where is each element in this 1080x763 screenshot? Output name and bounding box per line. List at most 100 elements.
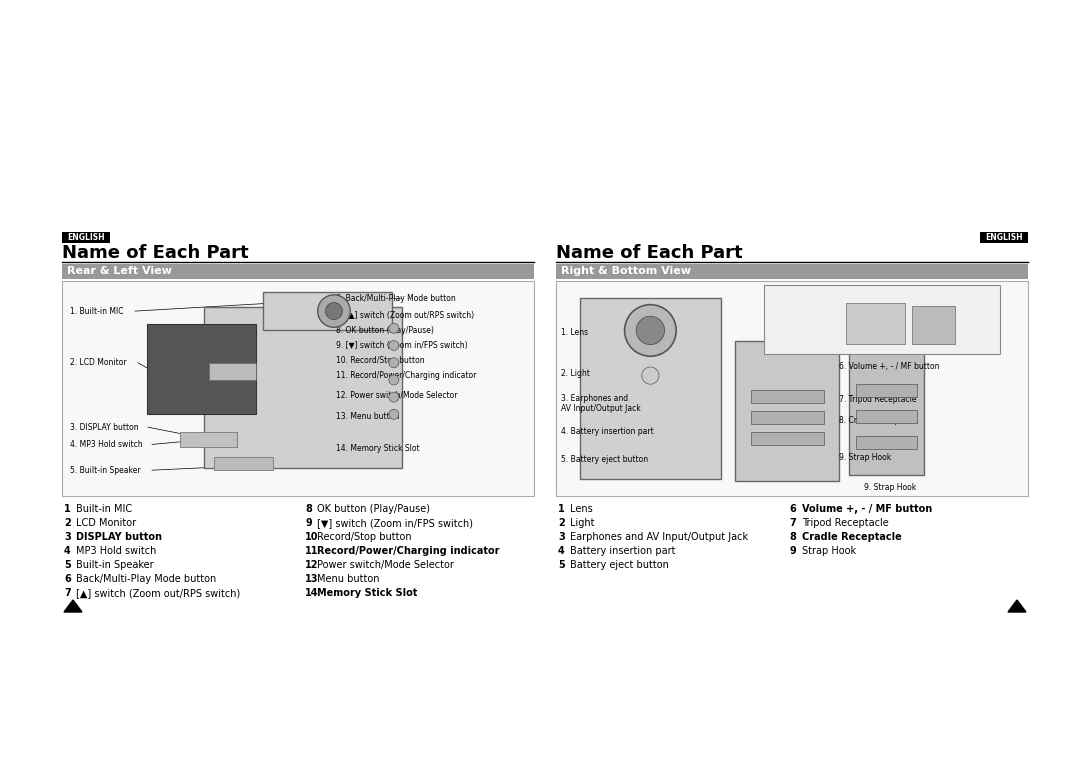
Text: Memory Stick Slot: Memory Stick Slot [318,588,417,598]
Text: 11: 11 [305,546,319,556]
Text: 5. Built-in Speaker: 5. Built-in Speaker [70,465,140,475]
Bar [204,307,402,468]
Text: 3. DISPLAY button: 3. DISPLAY button [70,423,138,432]
Circle shape [389,392,399,402]
Text: Volume +, - / MF button: Volume +, - / MF button [801,504,932,514]
Bar [580,298,721,479]
Bar [847,302,905,344]
Text: 4: 4 [64,546,71,556]
Text: 8: 8 [789,532,796,542]
Text: 1: 1 [558,504,565,514]
Bar [62,281,534,496]
Text: DISPLAY button: DISPLAY button [76,532,162,542]
Text: 11. Record/Power/Charging indicator: 11. Record/Power/Charging indicator [336,371,476,380]
Text: 12: 12 [305,560,319,570]
Text: 3: 3 [64,532,71,542]
Text: 1: 1 [64,504,71,514]
Bar [913,306,955,344]
Text: 7. Tripod Receptacle: 7. Tripod Receptacle [839,394,917,404]
Bar [62,264,534,279]
Text: 10. Record/Stop button: 10. Record/Stop button [336,356,424,365]
Text: Battery insertion part: Battery insertion part [570,546,675,556]
Text: Lens: Lens [570,504,593,514]
Text: Built-in Speaker: Built-in Speaker [76,560,153,570]
Text: 5. Battery eject button: 5. Battery eject button [561,455,648,464]
Text: Record/Power/Charging indicator: Record/Power/Charging indicator [318,546,499,556]
Text: 6: 6 [789,504,796,514]
Text: 9: 9 [305,518,312,528]
Text: ENGLISH: ENGLISH [67,233,105,242]
Circle shape [389,324,399,333]
Text: 8: 8 [305,504,312,514]
Text: 13. Menu button: 13. Menu button [336,412,399,421]
Bar [856,410,917,423]
Text: OK button (Play/Pause): OK button (Play/Pause) [318,504,430,514]
Bar [764,285,1000,354]
Text: 7: 7 [789,518,796,528]
Text: 6: 6 [64,574,71,584]
Text: Power switch/Mode Selector: Power switch/Mode Selector [318,560,454,570]
Circle shape [624,304,676,356]
Bar [856,385,917,397]
Text: Earphones and AV Input/Output Jack: Earphones and AV Input/Output Jack [570,532,748,542]
Text: 8. OK button (Play/Pause): 8. OK button (Play/Pause) [336,326,434,335]
Text: MP3 Hold switch: MP3 Hold switch [76,546,157,556]
Text: Strap Hook: Strap Hook [801,546,855,556]
Bar [556,281,1028,496]
Bar [556,264,1028,279]
Circle shape [642,367,659,385]
Text: Light: Light [570,518,594,528]
Text: 4. MP3 Hold switch: 4. MP3 Hold switch [70,440,143,449]
Text: 14: 14 [68,604,78,610]
Bar [751,390,824,403]
Text: 15: 15 [1012,604,1022,610]
Bar [849,346,924,475]
Polygon shape [1008,600,1026,612]
Text: [▲] switch (Zoom out/RPS switch): [▲] switch (Zoom out/RPS switch) [76,588,240,598]
Bar [751,432,824,445]
Circle shape [318,295,350,327]
Bar [62,232,110,243]
Text: LCD Monitor: LCD Monitor [76,518,136,528]
Text: 8. Cradle Receptacle: 8. Cradle Receptacle [839,417,918,425]
Bar [980,232,1028,243]
Bar [856,436,917,449]
Text: 14: 14 [305,588,319,598]
Text: 3: 3 [558,532,565,542]
Circle shape [636,316,664,345]
Text: 6. Back/Multi-Play Mode button: 6. Back/Multi-Play Mode button [336,294,456,303]
Text: [▼] switch (Zoom in/FPS switch): [▼] switch (Zoom in/FPS switch) [318,518,473,528]
Text: Right & Bottom View: Right & Bottom View [561,266,691,276]
Text: Hanging Lens Cover on the CAM: Hanging Lens Cover on the CAM [769,291,895,298]
Text: 3. Earphones and
AV Input/Output Jack: 3. Earphones and AV Input/Output Jack [561,394,640,414]
Text: Name of Each Part: Name of Each Part [556,244,743,262]
Text: 1. Lens: 1. Lens [561,328,589,337]
Text: 4. Battery insertion part: 4. Battery insertion part [561,427,653,436]
Bar [264,291,392,330]
Circle shape [389,340,399,350]
Text: 9. Strap Hook: 9. Strap Hook [864,482,916,491]
Bar [147,324,256,414]
Text: Back/Multi-Play Mode button: Back/Multi-Play Mode button [76,574,216,584]
Bar [214,457,273,470]
Circle shape [389,409,399,420]
Text: 6. Volume +, - / MF button: 6. Volume +, - / MF button [839,362,940,372]
Text: Built-in MIC: Built-in MIC [76,504,132,514]
Text: 12. Power switch/Mode Selector: 12. Power switch/Mode Selector [336,391,457,400]
Text: Record/Stop button: Record/Stop button [318,532,411,542]
Circle shape [325,303,342,320]
Text: 2. LCD Monitor: 2. LCD Monitor [70,358,126,367]
Bar [208,362,256,380]
Circle shape [389,358,399,368]
Text: 14. Memory Stick Slot: 14. Memory Stick Slot [336,444,419,453]
Text: 2. Light: 2. Light [561,369,590,378]
Text: 9. [▼] switch (Zoom in/FPS switch): 9. [▼] switch (Zoom in/FPS switch) [336,341,468,350]
Text: 5: 5 [558,560,565,570]
Text: 2: 2 [64,518,71,528]
Text: 10: 10 [305,532,319,542]
Text: Menu button: Menu button [318,574,379,584]
Text: 4: 4 [558,546,565,556]
Text: 9. Strap Hook: 9. Strap Hook [839,452,891,462]
Text: Tripod Receptacle: Tripod Receptacle [801,518,889,528]
Polygon shape [64,600,82,612]
